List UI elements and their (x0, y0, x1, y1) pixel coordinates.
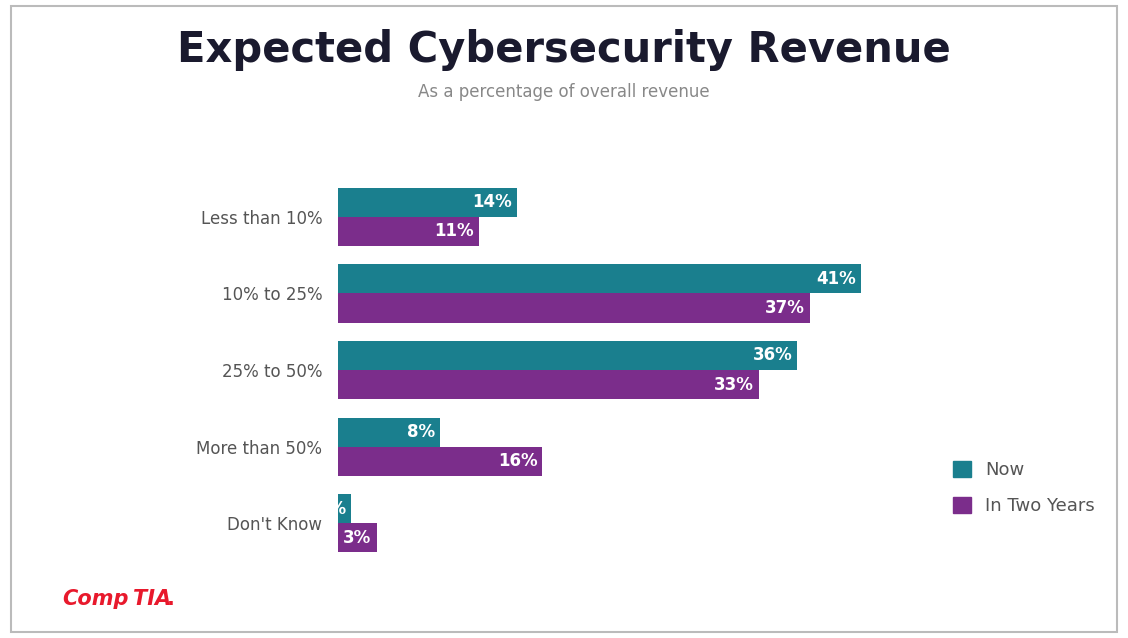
Legend: Now, In Two Years: Now, In Two Years (945, 454, 1102, 523)
Bar (338, 264, 861, 293)
Text: As a percentage of overall revenue: As a percentage of overall revenue (418, 83, 710, 101)
Text: 16%: 16% (497, 452, 537, 470)
Text: 36%: 36% (752, 346, 792, 364)
Bar (338, 293, 810, 323)
Bar (338, 447, 543, 476)
Text: TIA: TIA (133, 590, 171, 609)
Bar (338, 523, 377, 553)
Text: Expected Cybersecurity Revenue: Expected Cybersecurity Revenue (177, 29, 951, 71)
Bar (338, 494, 351, 523)
Text: .: . (167, 590, 175, 609)
Bar (338, 188, 517, 217)
Bar (338, 370, 759, 399)
Text: 3%: 3% (343, 529, 371, 547)
Bar (338, 417, 440, 447)
Text: Comp: Comp (62, 590, 129, 609)
Bar (338, 341, 797, 370)
Text: 14%: 14% (472, 193, 512, 211)
Text: 41%: 41% (817, 270, 856, 288)
Text: 33%: 33% (714, 376, 755, 394)
Text: 1%: 1% (318, 500, 346, 517)
Text: 8%: 8% (407, 423, 435, 441)
Bar (338, 217, 478, 246)
Text: 37%: 37% (765, 299, 805, 317)
Text: 11%: 11% (434, 223, 474, 241)
